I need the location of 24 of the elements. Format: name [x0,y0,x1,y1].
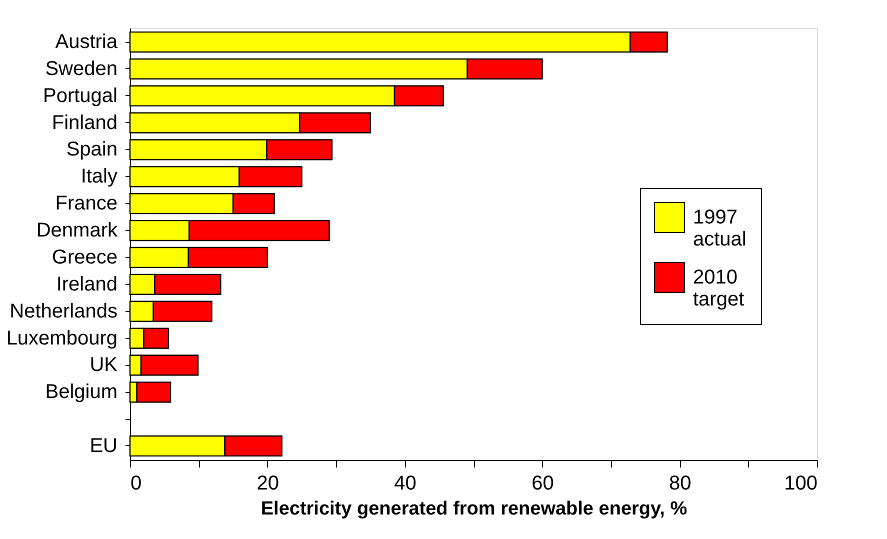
y-tick-label: UK [90,354,118,376]
x-tick-label: 0 [130,472,142,494]
y-tick-label: Denmark [36,220,118,242]
y-tick-label: Italy [80,166,118,188]
y-tick-label: Sweden [45,58,118,80]
y-tick-label: EU [90,434,118,457]
y-tick-label: Netherlands [10,300,118,322]
x-tick-label: 40 [394,472,416,494]
y-tick-label: Spain [66,138,118,161]
x-tick-label: 60 [532,472,554,494]
y-tick-label: Finland [52,112,118,134]
legend-label: 2010 target [693,266,745,310]
y-tick-label: France [55,192,118,215]
x-axis-title: Electricity generated from renewable energy, % [260,498,688,520]
y-tick-label: Belgium [45,381,118,404]
y-tick-label: Luxembourg [6,327,118,350]
x-tick-label: 100 [784,472,818,494]
x-tick-label: 20 [256,472,280,494]
y-tick-label: Austria [55,31,118,54]
y-tick-label: Greece [52,246,118,268]
x-tick-label: 80 [668,472,692,494]
y-tick-label: Portugal [43,84,118,107]
legend-label: 1997 actual [693,206,746,250]
y-tick-label: Ireland [56,273,118,296]
